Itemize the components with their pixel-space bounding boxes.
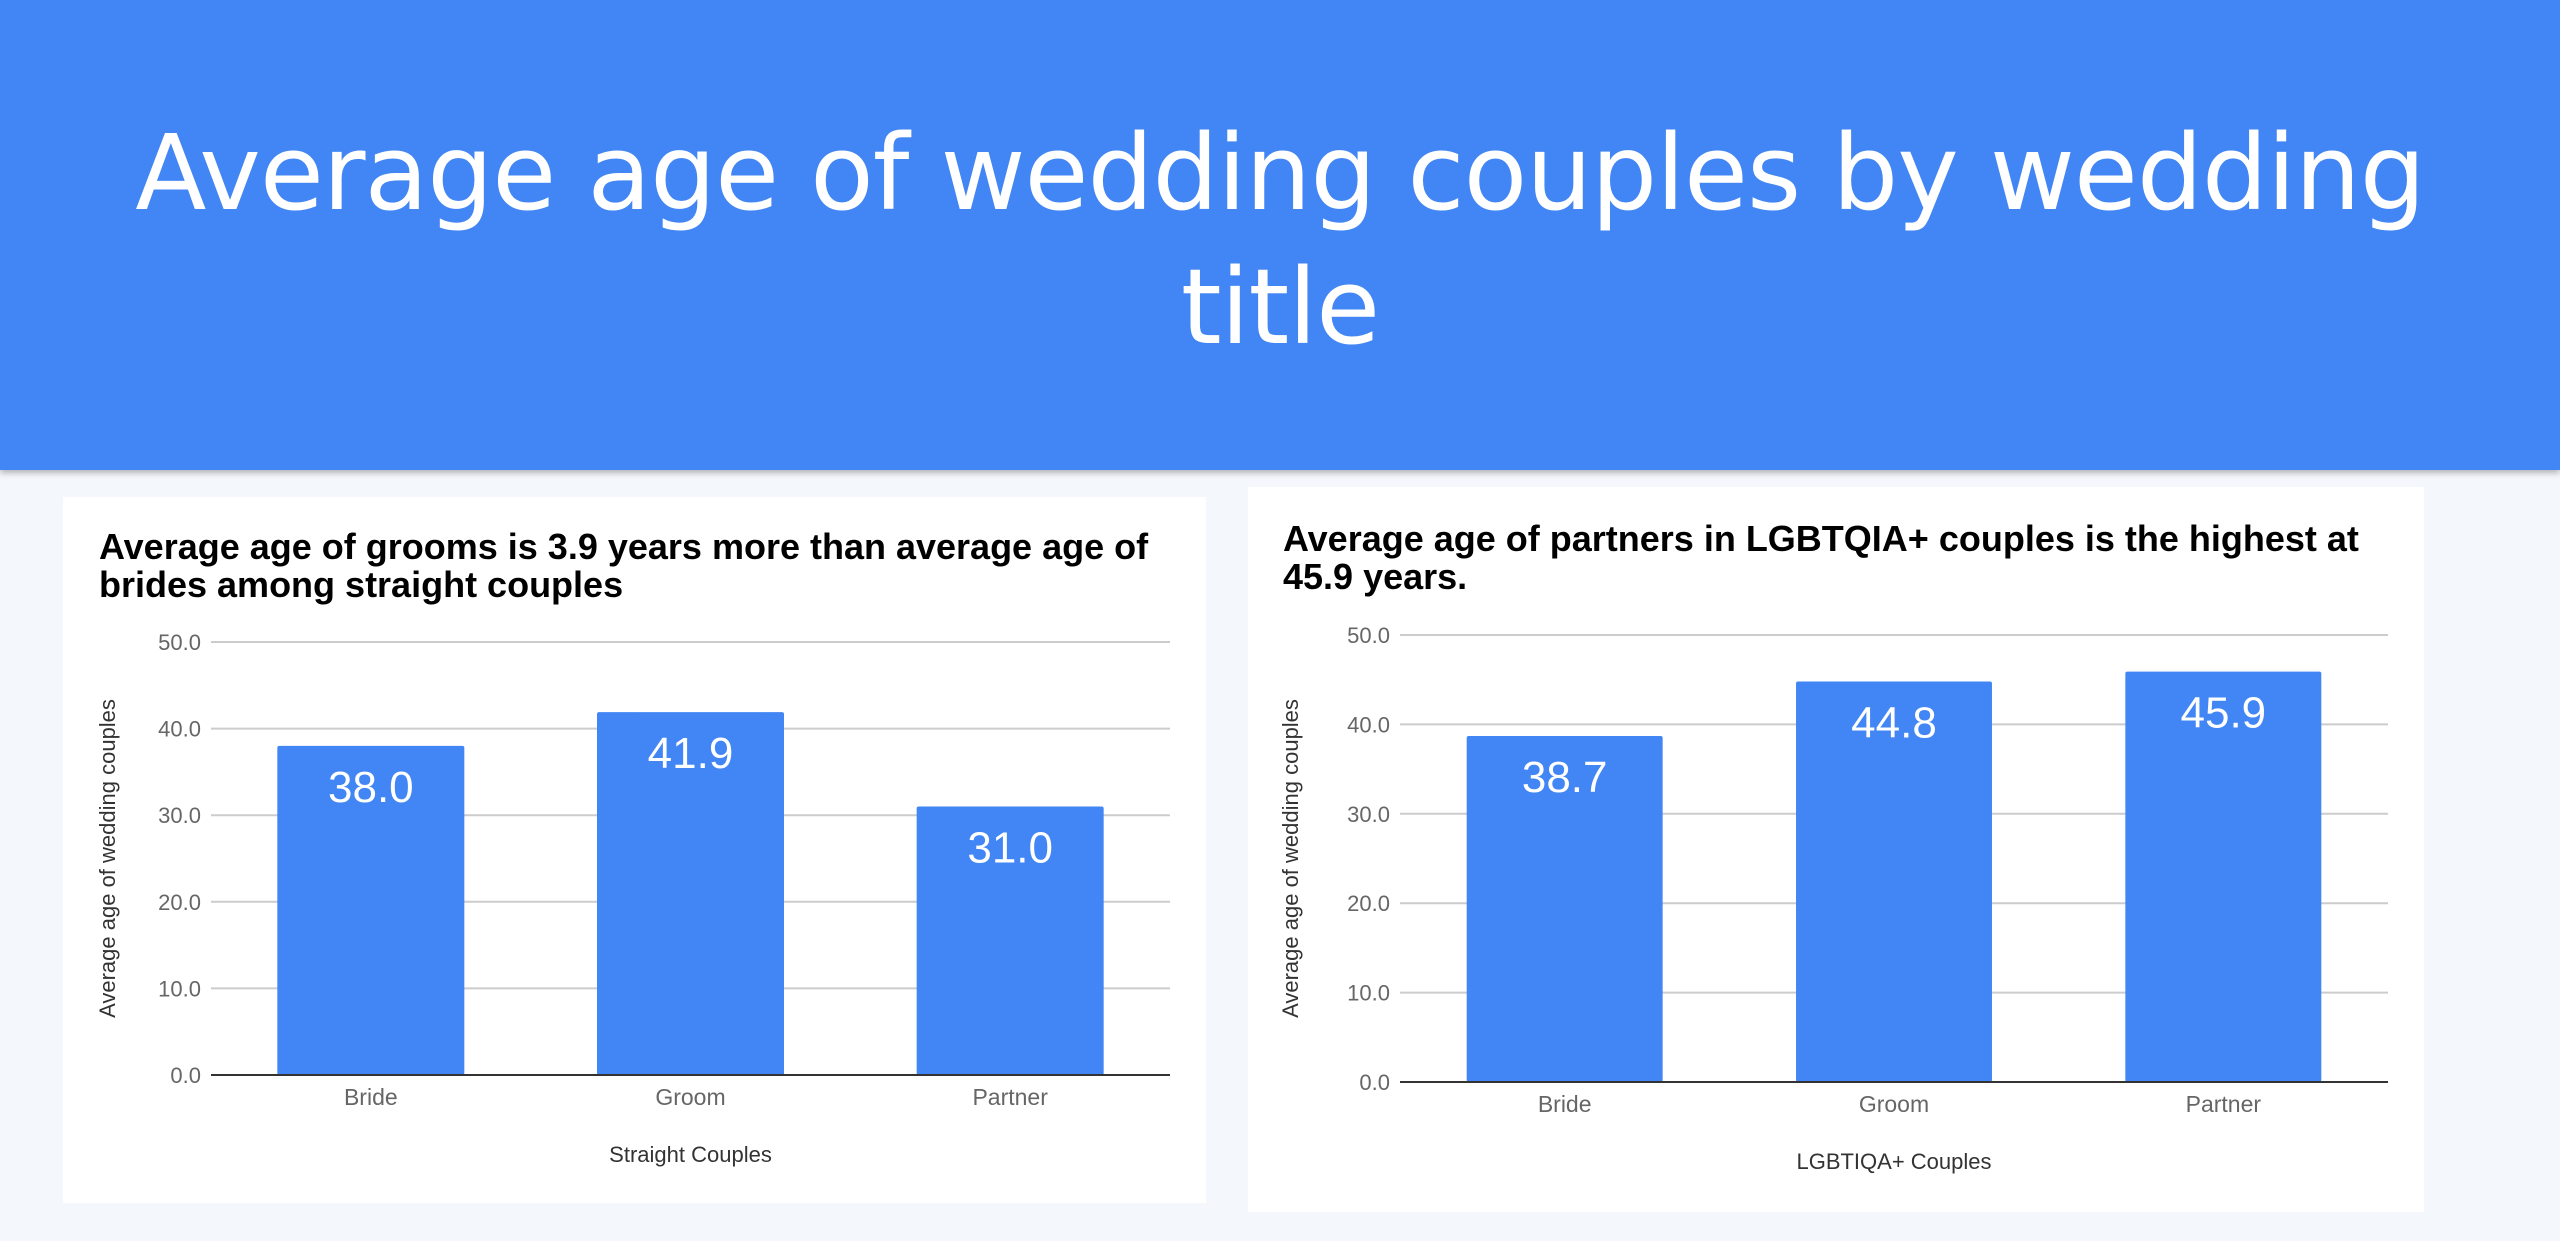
bar-bride (1466, 736, 1663, 1082)
y-tick-label: 40.0 (1347, 712, 1390, 737)
chart-card-straight-couples: Average age of grooms is 3.9 years more … (63, 497, 1206, 1203)
bar-data-label: 44.8 (1851, 698, 1937, 747)
bar-data-label: 41.9 (648, 729, 734, 778)
bar-partner (2125, 671, 2322, 1082)
x-axis-title: Straight Couples (609, 1142, 772, 1167)
y-tick-label: 30.0 (1347, 802, 1390, 827)
y-tick-label: 10.0 (158, 976, 201, 1001)
y-tick-label: 50.0 (158, 630, 201, 655)
page-title: Average age of wedding couples by weddin… (135, 112, 2426, 368)
x-category-label: Bride (344, 1084, 398, 1110)
bar-partner (916, 806, 1104, 1075)
bar-groom (596, 712, 785, 1075)
bar-data-label: 31.0 (967, 824, 1053, 873)
chart-title: Average age of partners in LGBTQIA+ coup… (1283, 518, 2359, 597)
y-tick-label: 20.0 (158, 890, 201, 915)
x-category-label: Groom (1859, 1091, 1929, 1117)
chart-card-lgbtiqa-couples: Average age of partners in LGBTQIA+ coup… (1248, 487, 2424, 1212)
bar-groom (1796, 681, 1992, 1082)
bar-bride (277, 745, 465, 1075)
chart-title: Average age of grooms is 3.9 years more … (99, 526, 1149, 605)
y-tick-label: 10.0 (1347, 981, 1390, 1006)
x-axis-title: LGBTIQA+ Couples (1796, 1149, 1991, 1174)
y-tick-label: 30.0 (158, 803, 201, 828)
y-axis-title: Average age of wedding couples (1278, 699, 1303, 1018)
y-tick-label: 0.0 (170, 1063, 201, 1088)
bar-data-label: 38.0 (328, 763, 414, 812)
y-tick-label: 20.0 (1347, 891, 1390, 916)
bar-data-label: 38.7 (1522, 753, 1608, 802)
bar-chart: 0.0 10.0 20.0 30.0 40.0 50.0 38.7 Bride 44.8 Groo… (1278, 623, 2388, 1174)
y-axis-title: Average age of wedding couples (95, 699, 120, 1018)
y-tick-label: 0.0 (1359, 1070, 1390, 1095)
bar-chart: 0.0 10.0 20.0 30.0 40.0 50.0 38.0 Bride 41.9 Groo… (95, 630, 1170, 1167)
title-banner: Average age of wedding couples by weddin… (0, 0, 2560, 470)
bar-data-label: 45.9 (2181, 689, 2267, 738)
x-category-label: Bride (1538, 1091, 1592, 1117)
y-tick-label: 50.0 (1347, 623, 1390, 648)
x-category-label: Partner (972, 1084, 1048, 1110)
x-category-label: Groom (655, 1084, 725, 1110)
x-category-label: Partner (2186, 1091, 2262, 1117)
y-tick-label: 40.0 (158, 717, 201, 742)
